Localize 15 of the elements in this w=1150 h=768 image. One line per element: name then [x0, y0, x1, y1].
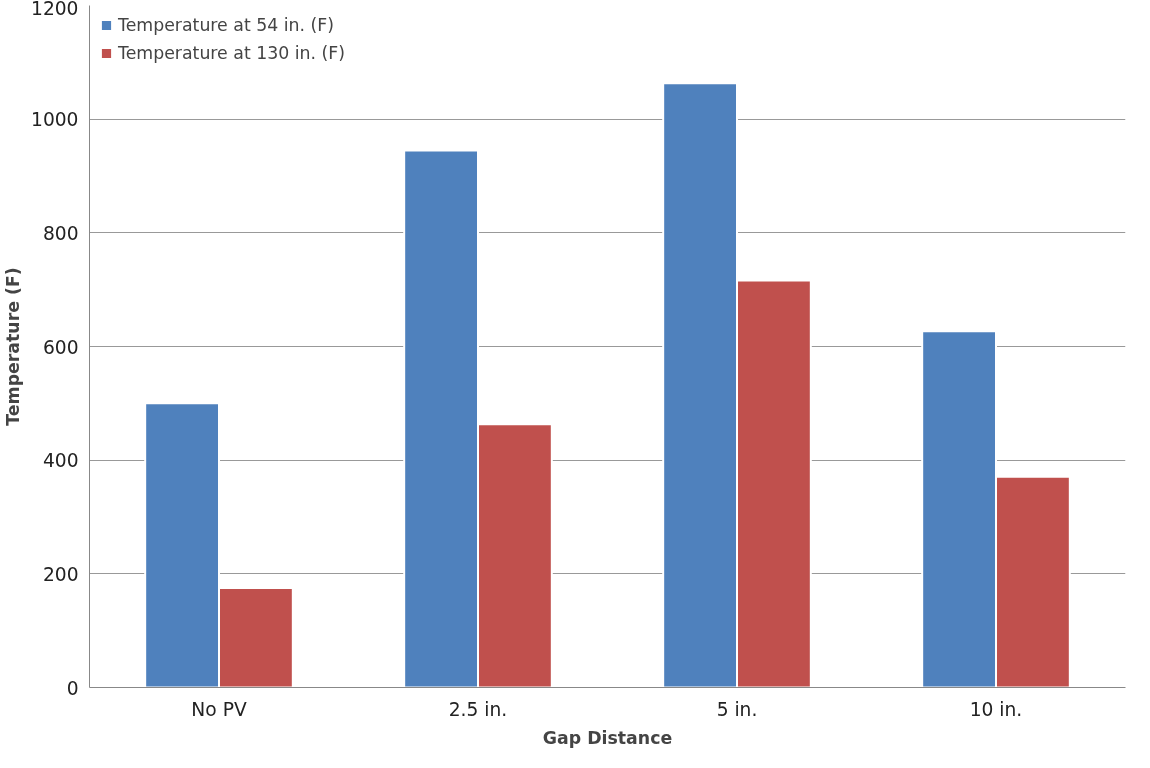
y-tick-label: 800 — [42, 222, 79, 244]
x-axis-title: Gap Distance — [542, 727, 673, 748]
y-tick-label: 600 — [42, 336, 79, 358]
y-axis-title: Temperature (F) — [3, 267, 24, 426]
x-tick-label: 5 in. — [716, 698, 758, 720]
x-tick-label: 2.5 in. — [448, 698, 508, 720]
x-tick-label: 10 in. — [969, 698, 1023, 720]
y-tick-label: 400 — [42, 450, 79, 472]
legend-label: Temperature at 54 in. (F) — [118, 15, 335, 35]
y-tick-label: 200 — [42, 563, 79, 585]
legend-label: Temperature at 130 in. (F) — [118, 43, 346, 63]
y-tick-label: 0 — [66, 677, 79, 699]
y-tick-label: 1200 — [31, 0, 79, 19]
x-tick-label: No PV — [191, 698, 247, 720]
y-tick-label: 1000 — [31, 109, 79, 131]
